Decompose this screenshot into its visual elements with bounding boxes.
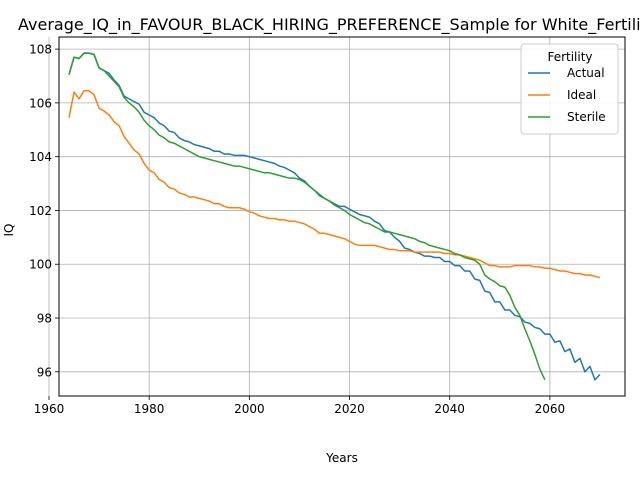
y-tick-label-98: 98 bbox=[37, 312, 52, 326]
x-tick-label-1960: 1960 bbox=[34, 402, 65, 416]
x-axis-label: Years bbox=[325, 451, 358, 465]
legend-title: Fertility bbox=[547, 50, 592, 64]
chart-title: Average_IQ_in_FAVOUR_BLACK_HIRING_PREFER… bbox=[18, 15, 640, 35]
series-lines bbox=[68, 52, 601, 381]
x-tick-label-1980: 1980 bbox=[134, 402, 165, 416]
y-tick-label-96: 96 bbox=[37, 365, 52, 379]
y-tick-label-106: 106 bbox=[29, 96, 52, 110]
y-tick-label-100: 100 bbox=[29, 258, 52, 272]
legend-box bbox=[520, 43, 619, 135]
legend: Fertility Actual Ideal Sterile bbox=[520, 43, 619, 135]
x-tick-label-2020: 2020 bbox=[334, 402, 365, 416]
y-tick-label-108: 108 bbox=[29, 43, 52, 57]
legend-label-actual: Actual bbox=[567, 66, 605, 80]
y-tick-label-104: 104 bbox=[29, 150, 52, 164]
plot-frame bbox=[58, 36, 626, 397]
x-tick-label-2060: 2060 bbox=[535, 402, 566, 416]
series-line-ideal bbox=[68, 90, 601, 279]
legend-label-sterile: Sterile bbox=[567, 110, 606, 124]
x-tick-label-2000: 2000 bbox=[234, 402, 265, 416]
y-tick-label-102: 102 bbox=[29, 204, 52, 218]
y-axis: 96 98 100 102 104 106 108 bbox=[29, 43, 59, 379]
y-axis-label: IQ bbox=[2, 224, 16, 237]
legend-label-ideal: Ideal bbox=[567, 88, 596, 102]
series-line-sterile bbox=[68, 52, 546, 381]
x-axis: 1960 1980 2000 2020 2040 2060 bbox=[34, 396, 565, 416]
x-tick-label-2040: 2040 bbox=[434, 402, 465, 416]
series-line-actual bbox=[68, 52, 601, 381]
